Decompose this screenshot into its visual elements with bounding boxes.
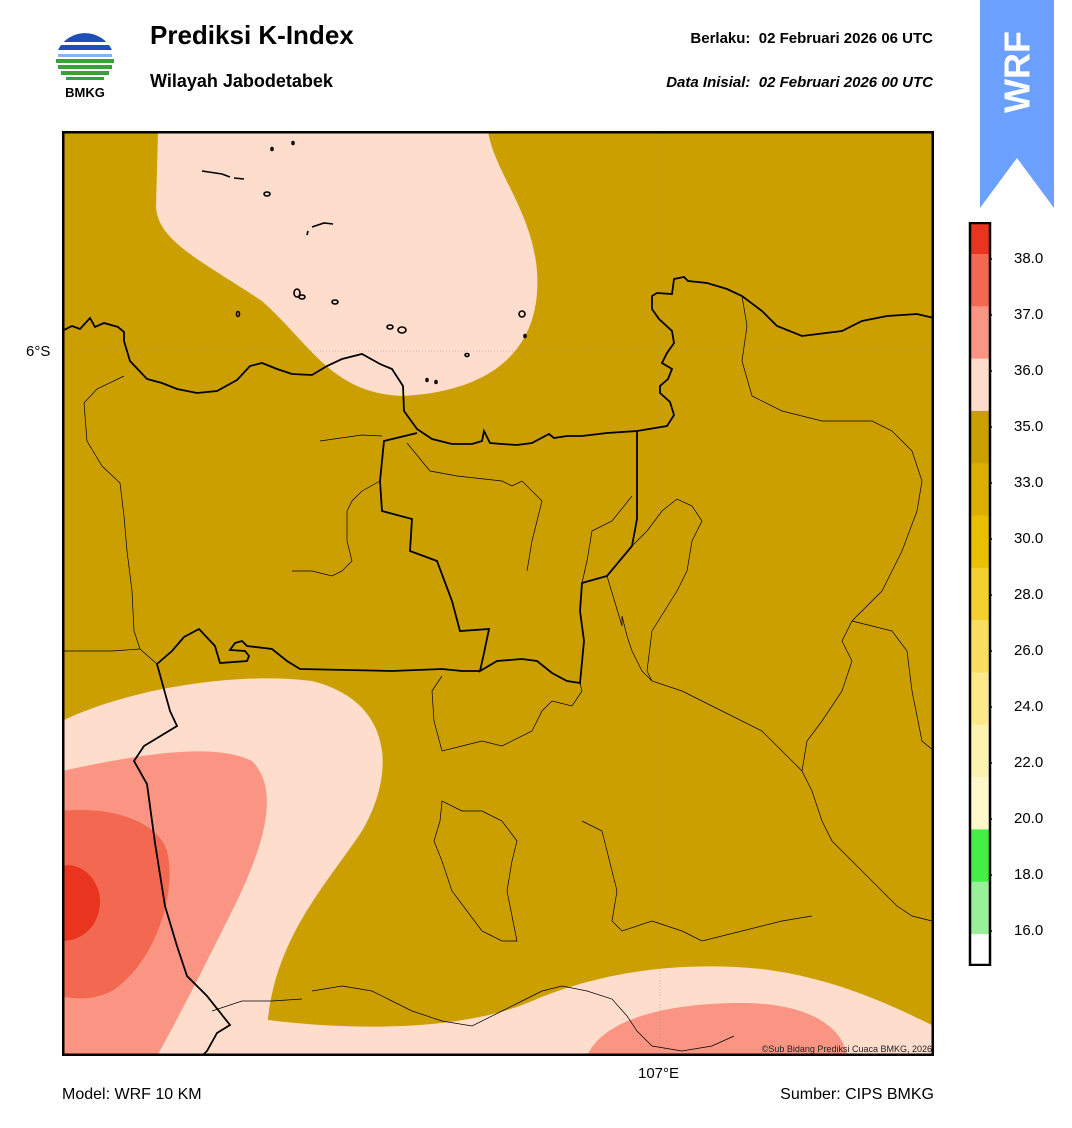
colorbar-segment [970,306,990,360]
colorbar-segment [970,567,990,621]
k-index-map [62,131,934,1056]
logo-text: BMKG [65,85,105,100]
colorbar-label: 24.0 [1014,698,1044,715]
colorbar-label: 35.0 [1014,418,1044,435]
colorbar-frame [968,222,992,966]
model-label: Model: WRF 10 KM [62,1086,202,1103]
bmkg-logo-icon [54,25,116,87]
colorbar-label: 16.0 [1014,922,1044,939]
southwest-band-37 [62,810,170,999]
colorbar-label: 22.0 [1014,754,1044,771]
colorbar-segment [970,777,990,830]
regency-boundaries [62,295,934,1052]
north-band-35 [156,131,538,396]
colorbar-segment [970,410,990,464]
colorbar-segment [970,934,990,966]
wrf-ribbon-label: WRF [997,31,1038,113]
colorbar [968,222,992,966]
page-subtitle: Wilayah Jabodetabek [150,71,333,91]
colorbar-segment [970,222,990,254]
lat-label-6s: 6°S [26,343,51,360]
colorbar-label: 38.0 [1014,250,1044,267]
colorbar-label: 20.0 [1014,810,1044,827]
colorbar-segment [970,358,990,412]
colorbar-label: 30.0 [1014,530,1044,547]
thousand-islands [201,140,527,385]
source-label: Sumber: CIPS BMKG [780,1086,934,1103]
colorbar-segment [970,463,990,517]
coastline [62,276,934,446]
colorbar-segment [970,724,990,778]
copyright-text: ©Sub Bidang Prediksi Cuaca BMKG, 2026 [761,1044,932,1054]
colorbar-label: 26.0 [1014,642,1044,659]
colorbar-label: 18.0 [1014,866,1044,883]
initial-time: Data Inisial: 02 Februari 2026 00 UTC [666,74,933,91]
page-title: Prediksi K-Index [150,20,354,50]
valid-time: Berlaku: 02 Februari 2026 06 UTC [690,30,933,47]
colorbar-segment [970,881,990,935]
wrf-ribbon [980,0,1054,208]
colorbar-segment [970,515,990,569]
colorbar-label: 37.0 [1014,306,1044,323]
colorbar-segment [970,620,990,673]
lon-label-107e: 107°E [638,1065,680,1082]
southeast-band-36 [587,1003,847,1056]
colorbar-segment [970,672,990,726]
map-frame [62,131,934,1056]
wrf-text: WRF [997,31,1038,113]
southwest-band-38 [62,865,100,941]
colorbar-label: 36.0 [1014,362,1044,379]
colorbar-segment [970,829,990,883]
colorbar-segment [970,254,990,307]
colorbar-label: 33.0 [1014,474,1044,491]
colorbar-label: 28.0 [1014,586,1044,603]
